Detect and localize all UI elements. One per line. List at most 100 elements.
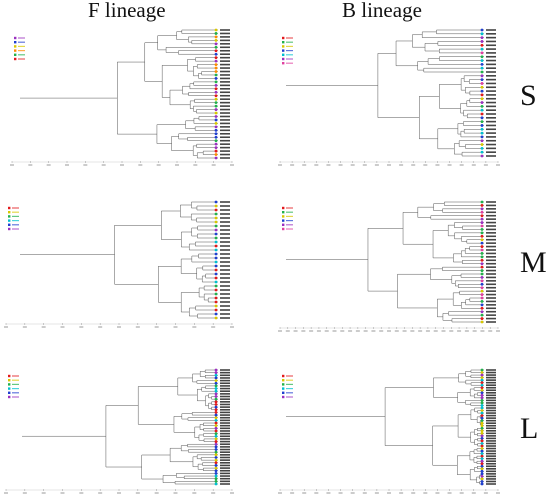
tip-marker xyxy=(480,419,484,423)
leaf-label xyxy=(486,407,496,409)
tip-marker xyxy=(480,439,484,443)
tree-panel-f-l xyxy=(4,368,234,494)
tip-marker xyxy=(480,70,484,74)
leaf-label xyxy=(486,75,496,77)
leaf-label xyxy=(220,281,230,283)
leaf-label xyxy=(220,285,230,287)
axis-tick-label xyxy=(459,492,464,494)
legend-text xyxy=(18,41,25,43)
leaf-label xyxy=(220,273,230,275)
leaf-label xyxy=(486,424,496,427)
tip-marker xyxy=(480,293,484,296)
tip-marker xyxy=(214,477,218,481)
leaf-label xyxy=(486,397,496,399)
tip-marker xyxy=(214,240,218,244)
leaf-label xyxy=(486,101,496,104)
tip-marker xyxy=(214,90,218,94)
tip-marker xyxy=(214,52,218,56)
leaf-label xyxy=(220,53,230,56)
tip-marker xyxy=(480,221,484,224)
leaf-label xyxy=(486,460,496,462)
leaf-label xyxy=(220,249,230,251)
tip-marker xyxy=(214,73,218,77)
tip-marker xyxy=(480,272,484,276)
axis-tick-label xyxy=(138,164,143,166)
axis-tick-label xyxy=(457,330,462,332)
legend-swatch xyxy=(282,387,285,390)
leaf-label xyxy=(220,101,230,104)
leaf-label xyxy=(220,317,230,319)
legend-swatch xyxy=(282,379,285,382)
leaf-label xyxy=(486,221,496,224)
legend-swatch xyxy=(282,215,285,218)
tip-marker xyxy=(214,411,218,414)
leaf-label xyxy=(220,241,230,243)
axis-tick-label xyxy=(411,492,416,494)
tip-marker xyxy=(480,449,484,453)
tip-marker xyxy=(480,386,484,390)
tree-panel-f-m xyxy=(4,200,234,328)
leaf-label xyxy=(220,94,230,97)
legend-text xyxy=(286,220,293,222)
legend-text xyxy=(12,211,19,213)
axis-tick-label xyxy=(363,330,368,332)
tip-marker xyxy=(480,442,484,445)
leaf-label xyxy=(486,55,496,58)
axis-tick-label xyxy=(399,492,404,494)
leaf-label xyxy=(486,136,496,138)
leaf-label xyxy=(486,259,496,262)
tip-marker xyxy=(214,80,218,84)
leaf-label xyxy=(486,478,496,480)
tip-marker xyxy=(480,245,484,248)
leaf-label xyxy=(220,129,230,132)
tip-marker xyxy=(480,472,484,476)
leaf-label xyxy=(220,419,230,422)
leaf-label xyxy=(486,376,496,379)
tip-marker xyxy=(480,43,484,47)
axis-tick-label xyxy=(483,492,488,494)
axis-tick-label xyxy=(338,164,343,166)
tip-marker xyxy=(480,416,484,420)
axis-tick-label xyxy=(290,164,295,166)
tip-marker xyxy=(214,135,218,139)
leaf-label xyxy=(220,461,230,464)
axis-tick-label xyxy=(355,330,360,332)
axis-tick-label xyxy=(350,164,355,166)
leaf-label xyxy=(486,321,496,323)
legend-swatch xyxy=(282,223,285,226)
axis-tick-label xyxy=(399,164,404,166)
axis-tick-label xyxy=(362,492,367,494)
leaf-label xyxy=(486,117,496,119)
axis-tick-label xyxy=(154,492,159,494)
tree-panel-b-l xyxy=(278,368,500,494)
tip-marker xyxy=(480,51,484,55)
tip-marker xyxy=(480,224,484,228)
tip-marker xyxy=(214,128,218,132)
tip-marker xyxy=(214,156,218,160)
leaf-label xyxy=(220,385,230,387)
tip-marker xyxy=(480,97,484,101)
tip-marker xyxy=(480,406,484,410)
tip-marker xyxy=(214,252,218,256)
axis-tick-label xyxy=(314,164,319,166)
leaf-label xyxy=(486,86,496,89)
leaf-label xyxy=(486,483,496,485)
legend-text xyxy=(286,207,293,209)
legend-text xyxy=(286,50,293,52)
legend-swatch xyxy=(282,53,285,56)
leaf-label xyxy=(486,404,496,407)
axis-tick-label xyxy=(488,330,493,332)
legend-text xyxy=(12,388,19,390)
leaf-label xyxy=(220,301,230,303)
leaf-label xyxy=(486,139,496,142)
tip-marker xyxy=(480,279,484,283)
axis-tick-label xyxy=(41,326,46,328)
axis-tick-label xyxy=(418,330,423,332)
row-label-s: S xyxy=(520,79,537,112)
tip-marker xyxy=(214,448,218,451)
leaf-label xyxy=(486,409,496,412)
leaf-label xyxy=(220,233,230,235)
tip-marker xyxy=(214,440,218,443)
tip-marker xyxy=(480,146,484,150)
leaf-label xyxy=(220,108,230,111)
